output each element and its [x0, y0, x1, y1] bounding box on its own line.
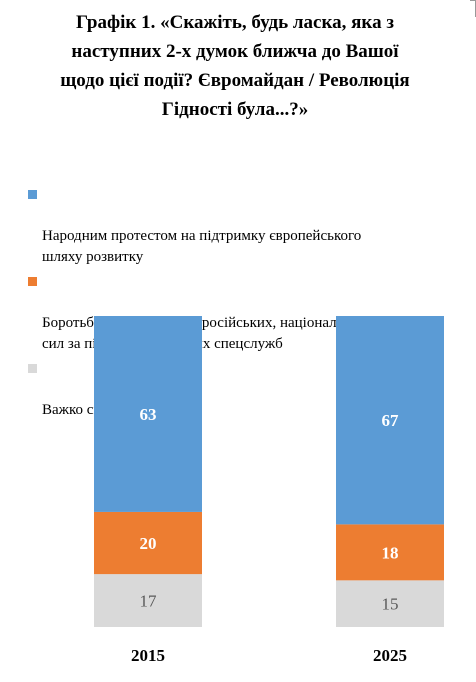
legend-swatch-hard-to-say [28, 364, 37, 373]
data-label-2025-series-0: 67 [382, 411, 400, 430]
bar-segment-2015-series-1 [94, 511, 202, 575]
legend-label-protest: Народним протестом на підтримку європейс… [42, 228, 362, 265]
data-label-2015-series-0: 63 [140, 405, 157, 424]
x-tick-label-2015: 2015 [131, 646, 165, 665]
data-label-2015-series-2: 17 [140, 592, 158, 611]
bar-segment-2025-series-1 [336, 524, 444, 581]
bar-segment-2025-series-2 [336, 580, 444, 627]
data-label-2015-series-1: 20 [140, 534, 157, 553]
bar-segment-2025-series-0 [336, 316, 444, 525]
x-tick-label-2025: 2025 [373, 646, 407, 665]
stacked-bar-chart: 17 20 63 2015 15 18 67 2025 [94, 316, 444, 665]
legend-item-protest: Народним протестом на підтримку європейс… [28, 184, 476, 268]
corner-bracket [470, 0, 476, 17]
bar-segment-2015-series-0 [94, 316, 202, 512]
bar-segment-2015-series-2 [94, 574, 202, 627]
chart-title: Графік 1. «Скажіть, будь ласка, яка з на… [60, 12, 410, 120]
legend-swatch-power-struggle [28, 277, 37, 286]
data-label-2025-series-1: 18 [382, 543, 399, 562]
legend-swatch-protest [28, 190, 37, 199]
data-label-2025-series-2: 15 [382, 595, 399, 614]
